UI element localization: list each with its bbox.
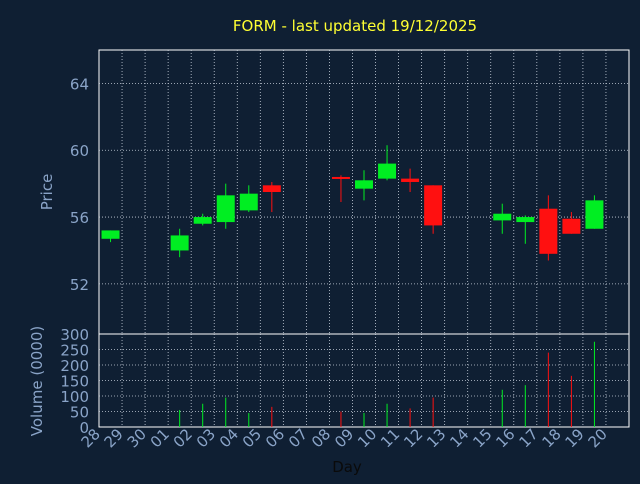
price-tick-label: 52 [70,276,89,294]
candle-up [101,230,120,239]
volume-tick-label: 300 [60,326,89,344]
candle-up [493,213,512,221]
candle-down [562,218,581,234]
x-tick-label: 20 [585,425,611,451]
candle-down [331,176,350,179]
price-tick-label: 56 [70,209,89,227]
volume-tick-label: 200 [60,357,89,375]
candle-up [585,200,604,229]
price-tick-label: 64 [70,75,89,93]
volume-tick-label: 250 [60,342,89,360]
x-axis-label: Day [332,458,362,476]
candle-up [239,193,258,211]
candle-down [539,208,558,254]
volume-tick-label: 150 [60,373,89,391]
candle-up [216,195,235,223]
price-tick-label: 60 [70,142,89,160]
candle-up [355,180,373,189]
candle-up [193,217,212,224]
candle-down [424,185,443,226]
candle-up [378,163,397,179]
candle-up [516,217,535,223]
volume-tick-label: 100 [60,388,89,406]
volume-tick-label: 0 [79,419,89,437]
chart-title: FORM - last updated 19/12/2025 [233,17,477,35]
candle-down [401,178,420,182]
volume-tick-label: 50 [70,404,89,422]
candle-up [170,235,189,251]
volume-axis-label: Volume (0000) [28,326,46,436]
price-axis-label: Price [38,174,56,211]
candle-down [262,185,281,192]
